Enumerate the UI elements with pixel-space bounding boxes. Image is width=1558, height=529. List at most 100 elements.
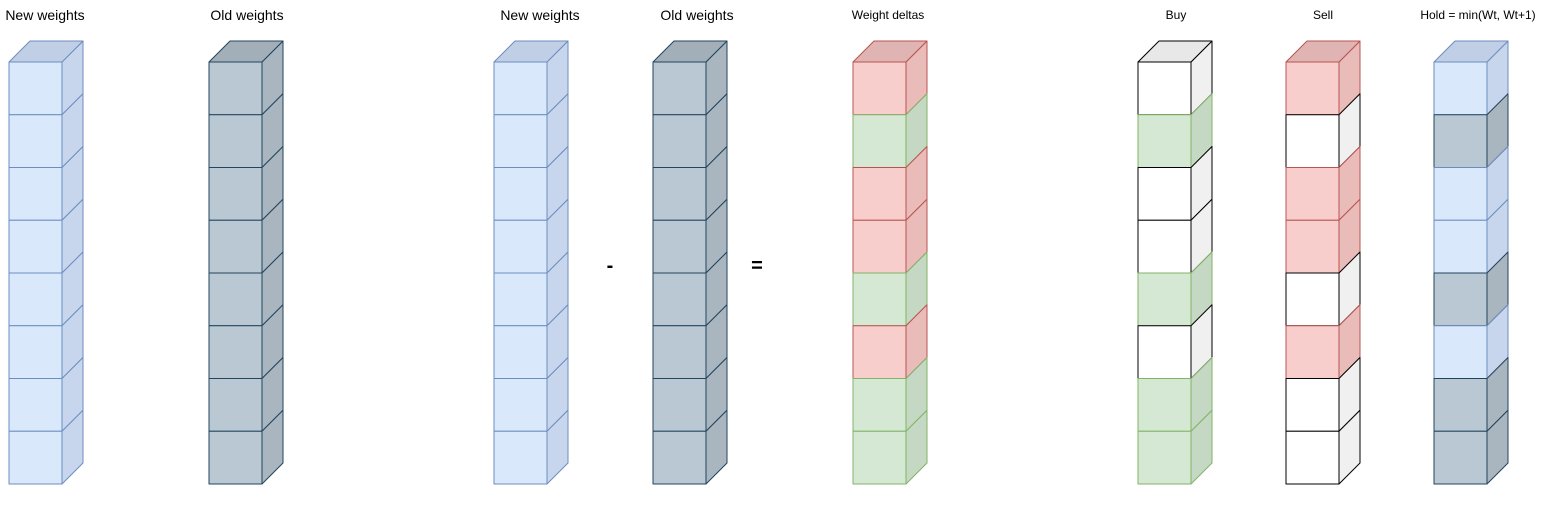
cube-front-face [8, 114, 63, 168]
cube-cell [208, 251, 284, 327]
cube-front-face [1137, 430, 1192, 485]
cube-front-face [1285, 325, 1340, 379]
cube-cell [852, 357, 928, 432]
cube-cell [8, 198, 84, 274]
cube-top-face [652, 40, 728, 63]
cube-column-hold [1433, 40, 1509, 485]
cube-front-face [1137, 167, 1192, 221]
cube-front-face [652, 219, 707, 274]
cube-front-face [852, 378, 907, 432]
cube-top-face [1137, 40, 1213, 63]
cube-cell [652, 198, 728, 274]
cube-side-face [905, 409, 928, 485]
cube-front-face [208, 378, 263, 432]
cube-front-face [1285, 167, 1340, 221]
cube-cell [652, 93, 728, 168]
cube-top-face [493, 40, 569, 63]
cube-column-new-weights-2 [493, 40, 569, 485]
cube-front-face [652, 114, 707, 168]
cube-front-face [208, 430, 263, 485]
cube-front-face [652, 167, 707, 221]
cube-cell [1433, 40, 1509, 116]
column-label-new-weights-1: New weights [5, 7, 84, 23]
cube-front-face [1137, 219, 1192, 274]
cube-front-face [8, 430, 63, 485]
cube-cell [1433, 357, 1509, 432]
cube-front-face [1433, 430, 1488, 485]
cube-front-face [8, 219, 63, 274]
cube-cell [652, 251, 728, 327]
column-label-old-weights-1: Old weights [210, 7, 283, 23]
cube-cell [1433, 251, 1509, 327]
cube-cell [208, 357, 284, 432]
cube-front-face [493, 430, 548, 485]
cube-front-face [208, 325, 263, 379]
cube-cell [652, 409, 728, 485]
cube-side-face [1190, 409, 1213, 485]
cube-front-face [852, 61, 907, 116]
column-label-buy: Buy [1166, 8, 1187, 22]
cube-front-face [1285, 61, 1340, 116]
cube-front-face [493, 219, 548, 274]
cube-cell [493, 409, 569, 485]
cube-cell [493, 357, 569, 432]
cube-front-face [208, 272, 263, 327]
column-label-old-weights-2: Old weights [660, 7, 733, 23]
cube-front-face [1137, 61, 1192, 116]
cube-top-face [852, 40, 928, 63]
cube-column-sell [1285, 40, 1361, 485]
minus-operator: - [607, 255, 614, 277]
cube-cell [8, 146, 84, 221]
cube-cell [852, 40, 928, 116]
cube-front-face [208, 167, 263, 221]
cube-top-face [8, 40, 84, 63]
cube-front-face [1285, 272, 1340, 327]
cube-front-face [8, 61, 63, 116]
cube-cell [652, 40, 728, 116]
cube-cell [1137, 93, 1213, 168]
cube-front-face [1433, 325, 1488, 379]
cube-front-face [1433, 167, 1488, 221]
cube-front-face [652, 272, 707, 327]
cube-cell [8, 357, 84, 432]
cube-column-buy [1137, 40, 1213, 485]
cube-front-face [1137, 378, 1192, 432]
cube-top-face [1433, 40, 1509, 63]
cube-cell [1137, 40, 1213, 116]
cube-cell [852, 409, 928, 485]
column-label-hold: Hold = min(Wt, Wt+1) [1420, 8, 1535, 22]
cube-front-face [493, 61, 548, 116]
cube-cell [1137, 198, 1213, 274]
cube-front-face [208, 114, 263, 168]
cube-cell [208, 409, 284, 485]
cube-front-face [8, 167, 63, 221]
cube-front-face [208, 219, 263, 274]
cube-column-weight-deltas [852, 40, 928, 485]
cube-cell [8, 40, 84, 116]
cube-front-face [1285, 114, 1340, 168]
cube-front-face [493, 378, 548, 432]
cube-front-face [1137, 325, 1192, 379]
cube-cell [1285, 409, 1361, 485]
cube-cell [1433, 304, 1509, 379]
cube-side-face [1338, 409, 1361, 485]
cube-front-face [8, 325, 63, 379]
cube-cell [1433, 198, 1509, 274]
cube-side-face [705, 409, 728, 485]
cube-cell [652, 146, 728, 221]
cube-cell [493, 93, 569, 168]
cube-front-face [852, 325, 907, 379]
cube-cell [1285, 304, 1361, 379]
cube-front-face [852, 430, 907, 485]
cube-cell [1285, 198, 1361, 274]
cube-cell [652, 304, 728, 379]
cube-front-face [493, 325, 548, 379]
cube-cell [493, 40, 569, 116]
cube-cell [1285, 251, 1361, 327]
cube-front-face [852, 114, 907, 168]
cube-front-face [493, 272, 548, 327]
cube-front-face [8, 272, 63, 327]
cube-top-face [1285, 40, 1361, 63]
column-label-sell: Sell [1313, 8, 1333, 22]
cube-cell [1433, 409, 1509, 485]
